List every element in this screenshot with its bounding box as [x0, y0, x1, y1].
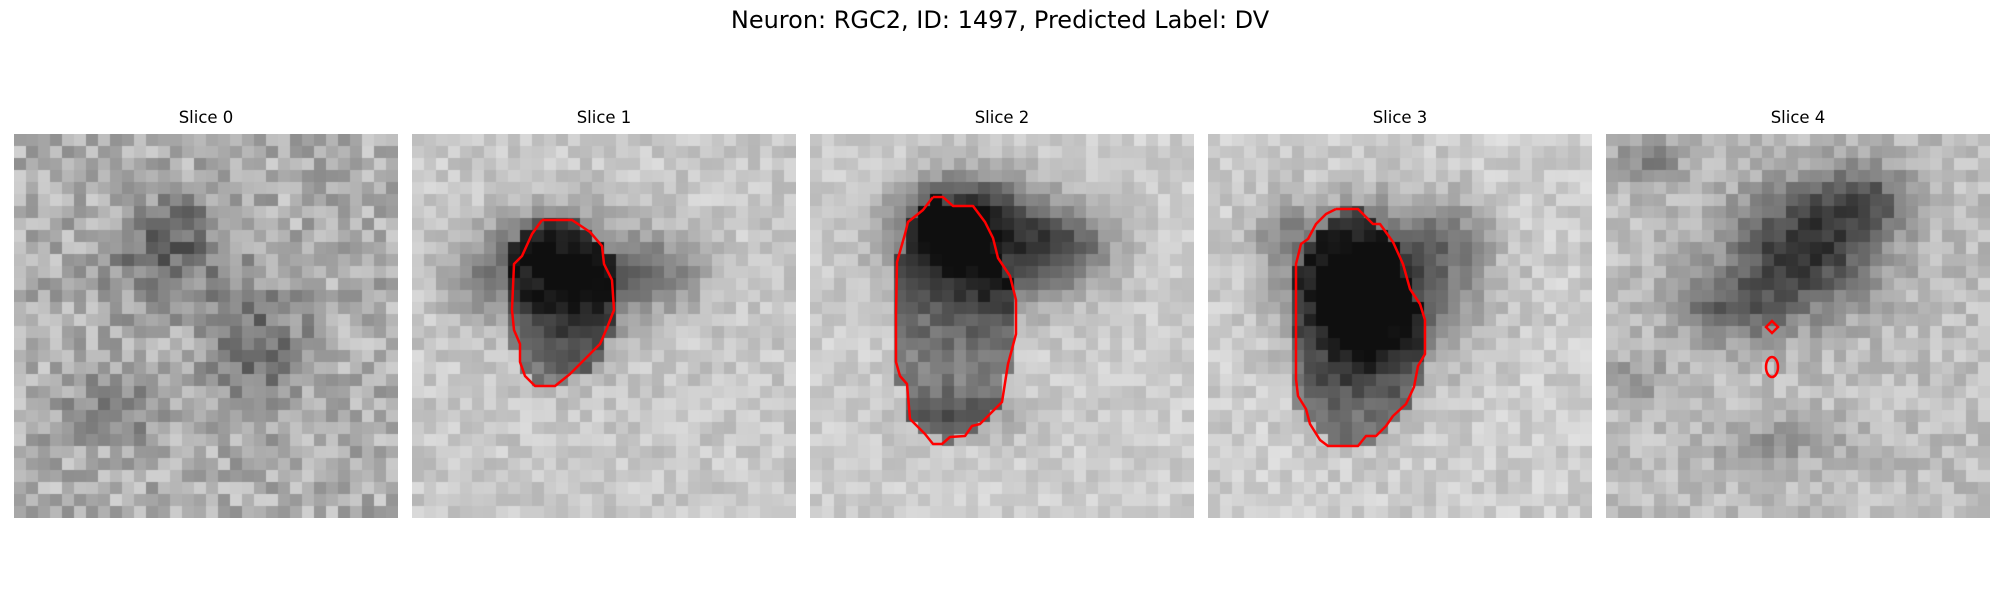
slice-title: Slice 3: [1372, 108, 1428, 127]
segmentation-contour-overlay: [1764, 319, 1780, 379]
red-contour: [1764, 355, 1780, 379]
segmentation-contour-overlay: [510, 218, 616, 388]
slice-title: Slice 4: [1770, 108, 1826, 127]
slice-title: Slice 0: [178, 108, 234, 127]
grayscale-slice-image: [1208, 134, 1592, 518]
slice-panel-2: Slice 2: [810, 108, 1194, 522]
red-contour: [510, 218, 616, 388]
grayscale-slice-image: [1606, 134, 1990, 518]
segmentation-contour-overlay: [1294, 207, 1427, 448]
grayscale-slice-image: [14, 134, 398, 518]
slice-panel-1: Slice 1: [412, 108, 796, 522]
slice-title: Slice 1: [576, 108, 632, 127]
figure-title: Neuron: RGC2, ID: 1497, Predicted Label:…: [730, 6, 1270, 34]
slice-panel-4: Slice 4: [1606, 108, 1990, 522]
grayscale-slice-image: [810, 134, 1194, 518]
slice-panel-0: Slice 0: [14, 108, 398, 522]
slice-title: Slice 2: [974, 108, 1030, 127]
red-contour: [1294, 207, 1427, 448]
segmentation-contour-overlay: [894, 195, 1018, 446]
slice-panel-3: Slice 3: [1208, 108, 1592, 522]
red-contour: [894, 195, 1018, 446]
grayscale-slice-image: [412, 134, 796, 518]
red-contour: [1764, 319, 1780, 335]
